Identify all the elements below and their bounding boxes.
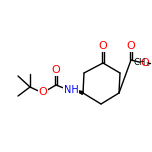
Text: O: O	[39, 87, 48, 97]
Text: O: O	[127, 41, 135, 51]
Text: O: O	[140, 58, 149, 68]
Text: CH$_3$: CH$_3$	[133, 57, 150, 69]
Polygon shape	[74, 90, 84, 95]
Text: O: O	[99, 41, 107, 51]
Text: NH: NH	[64, 85, 79, 95]
Text: O: O	[52, 65, 60, 75]
